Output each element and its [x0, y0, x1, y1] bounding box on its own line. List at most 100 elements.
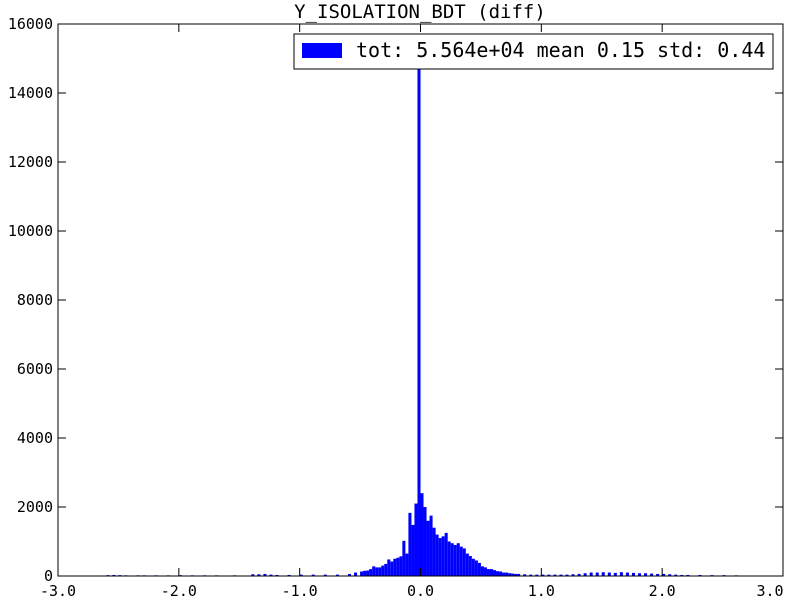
histogram-bar: [607, 572, 611, 576]
histogram-bar: [613, 572, 617, 576]
histogram-bar: [480, 566, 484, 576]
histogram-bar: [435, 534, 439, 576]
histogram-bar: [257, 574, 261, 576]
histogram-bar: [456, 543, 460, 576]
histogram-bar: [444, 532, 448, 576]
histogram-bar: [474, 560, 478, 576]
histogram-bar: [529, 574, 533, 576]
histogram-bar: [450, 543, 454, 576]
histogram-bar: [483, 567, 487, 576]
histogram-bar: [631, 572, 635, 576]
histogram-bar: [411, 524, 415, 576]
histogram-bar: [601, 572, 605, 576]
y-tick-label: 8000: [17, 291, 53, 309]
histogram-bar: [420, 493, 424, 576]
histogram-bar: [387, 559, 391, 576]
histogram-bar: [384, 563, 388, 576]
y-tick-label: 4000: [17, 429, 53, 447]
histogram-bar: [553, 574, 557, 576]
histogram-bar: [447, 541, 451, 576]
histogram-bar: [668, 574, 672, 576]
histogram-bar: [489, 569, 493, 576]
histogram-bar: [378, 567, 382, 576]
histogram-bar: [514, 573, 518, 576]
histogram-bar: [426, 520, 430, 576]
histogram-bar: [112, 574, 116, 576]
histogram-bar: [577, 573, 581, 576]
histogram-bar: [363, 570, 367, 576]
histogram-bar: [465, 553, 469, 576]
histogram-bar: [619, 572, 623, 576]
histogram-bar: [354, 572, 358, 576]
chart-title: Y_ISOLATION_BDT (diff): [294, 1, 546, 23]
legend-swatch: [302, 43, 342, 58]
histogram-bar: [508, 573, 512, 576]
histogram-bar: [680, 574, 684, 576]
histogram-bar: [299, 574, 303, 576]
histogram-bar: [589, 572, 593, 576]
histogram-bar: [523, 574, 527, 576]
histogram-bar: [459, 546, 463, 576]
x-tick-label: 3.0: [756, 582, 783, 600]
y-tick-label: 14000: [8, 84, 53, 102]
x-tick-label: 2.0: [649, 582, 676, 600]
histogram-bar: [251, 574, 255, 576]
histogram-bar: [408, 512, 412, 576]
legend: tot: 5.564e+04 mean 0.15 std: 0.44: [293, 33, 774, 70]
histogram-bar: [369, 569, 373, 576]
histogram-bar: [499, 571, 503, 576]
histogram-bar: [441, 536, 445, 576]
histogram-bar: [381, 565, 385, 576]
histogram-bar: [402, 540, 406, 576]
histogram-bar: [496, 571, 500, 576]
histogram-bar: [565, 574, 569, 576]
histogram-bar: [559, 574, 563, 576]
histogram-bar: [393, 558, 397, 576]
x-tick-label: -2.0: [161, 582, 197, 600]
histogram-bar: [396, 557, 400, 576]
histogram-bar: [511, 573, 515, 576]
histogram-bar: [366, 570, 370, 576]
histogram-bar: [360, 571, 364, 576]
histogram-bar: [638, 573, 642, 576]
histogram-bar: [547, 574, 551, 576]
histogram-bar: [390, 561, 394, 576]
histogram-bar: [311, 574, 315, 576]
x-axis-ticks: -3.0 -2.0 -1.0 0.0 1.0 2.0 3.0: [40, 24, 784, 600]
histogram-bar: [263, 573, 267, 576]
legend-entry-label: tot: 5.564e+04 mean 0.15 std: 0.44: [356, 38, 765, 62]
histogram-bar: [287, 574, 291, 576]
histogram-bar: [698, 574, 702, 576]
x-tick-label: 1.0: [528, 582, 555, 600]
histogram-bar: [625, 572, 629, 576]
histogram-bar: [275, 574, 279, 576]
histogram-bar: [323, 574, 327, 576]
histogram-bars: [100, 65, 738, 577]
histogram-bar: [423, 507, 427, 576]
histogram-bar: [502, 572, 506, 576]
histogram-bar: [674, 574, 678, 576]
histogram-bar: [405, 553, 409, 576]
histogram-bar: [453, 544, 457, 576]
histogram-bar: [399, 556, 403, 576]
histogram-bar: [541, 574, 545, 576]
histogram-bar: [477, 562, 481, 576]
histogram-bar: [505, 572, 509, 576]
histogram-bar: [429, 515, 433, 576]
histogram-bar: [462, 548, 466, 576]
histogram-bar: [468, 555, 472, 576]
histogram-bar: [417, 65, 421, 577]
legend-box: [293, 33, 774, 70]
x-tick-label: -3.0: [40, 582, 76, 600]
y-axis-ticks: 0 2000 4000 6000 8000 10000 12000 14000 16000: [8, 15, 783, 585]
histogram-bar: [432, 527, 436, 576]
y-tick-label: 2000: [17, 498, 53, 516]
y-tick-label: 12000: [8, 153, 53, 171]
y-tick-label: 0: [44, 567, 53, 585]
y-tick-label: 16000: [8, 15, 53, 33]
histogram-bar: [583, 573, 587, 576]
histogram-bar: [335, 574, 339, 576]
histogram-bar: [471, 558, 475, 576]
histogram-bar: [372, 566, 376, 576]
